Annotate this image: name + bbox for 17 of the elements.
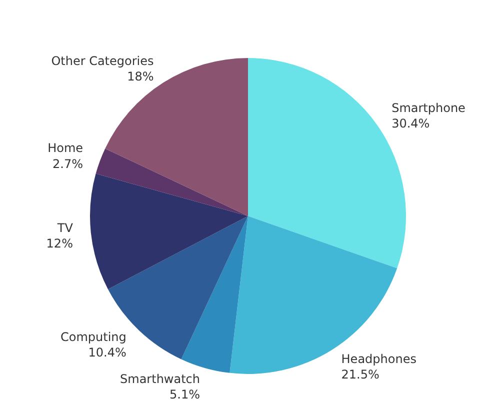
pie-slice: [96, 148, 248, 216]
slice-label: Headphones: [341, 352, 416, 366]
data-label: 12%: [46, 236, 73, 251]
slice-label: Smarthwatch: [120, 372, 200, 386]
data-label: 30.4%: [392, 116, 430, 130]
slice-label: Smartphone: [392, 100, 466, 115]
data-label: 18%: [127, 70, 154, 84]
data-label: 21.5%: [341, 367, 380, 382]
slice-label: Other Categories: [51, 54, 154, 68]
data-label: 10.4%: [88, 345, 126, 360]
data-label: 5.1%: [170, 388, 200, 402]
pie-slice: [90, 174, 248, 290]
slice-label: Computing: [60, 330, 126, 344]
pie-slice: [181, 216, 248, 373]
data-label: 2.7%: [52, 156, 84, 171]
slice-label: Home: [48, 141, 84, 156]
slice-label: TV: [56, 221, 74, 236]
